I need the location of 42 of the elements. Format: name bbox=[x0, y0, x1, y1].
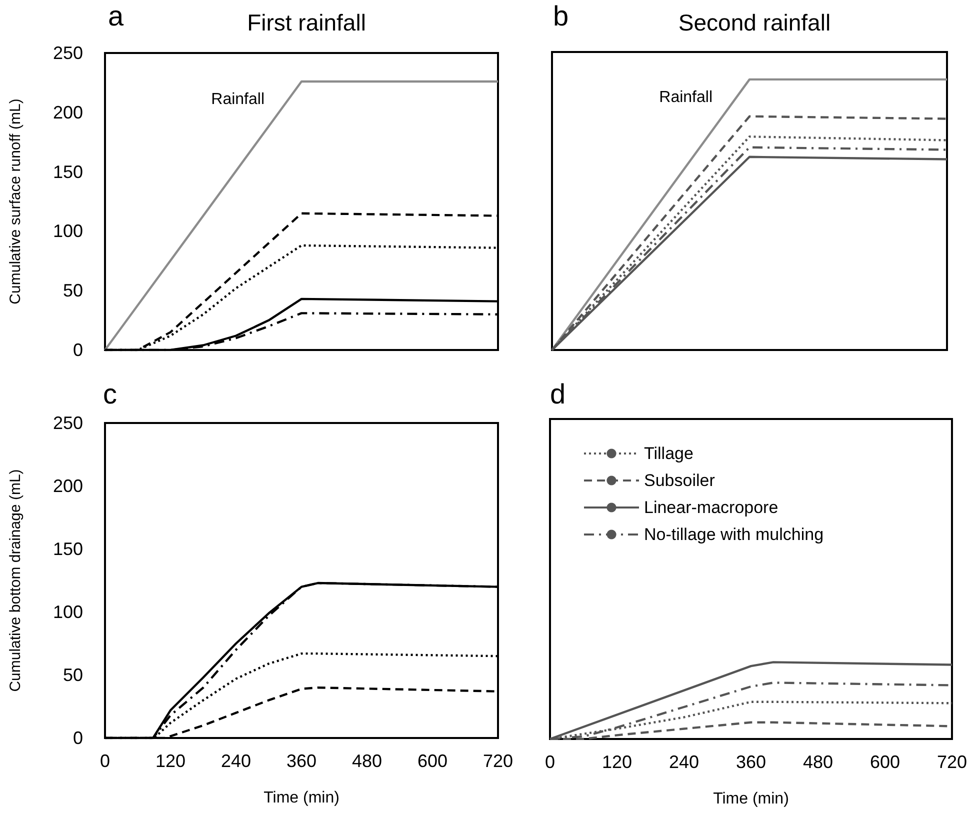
y-tick-label: 150 bbox=[52, 162, 83, 182]
legend-label: Subsoiler bbox=[644, 471, 716, 490]
text: c bbox=[103, 378, 117, 410]
text: d bbox=[550, 378, 566, 410]
x-axis-title: Time (min) bbox=[713, 790, 789, 808]
y-tick-label: 200 bbox=[52, 102, 83, 122]
y-tick-label: 250 bbox=[52, 413, 83, 433]
x-tick-label: 720 bbox=[936, 752, 968, 772]
x-tick-label: 0 bbox=[100, 751, 110, 771]
y-tick-label: 50 bbox=[62, 665, 83, 685]
x-tick-label: 480 bbox=[352, 751, 382, 771]
chart-title: Second rainfall bbox=[678, 10, 831, 36]
y-tick-label: 250 bbox=[52, 43, 83, 63]
x-tick-label: 0 bbox=[544, 752, 556, 772]
text: b bbox=[553, 0, 569, 32]
y-tick-label: 100 bbox=[52, 221, 83, 242]
x-tick-label: 720 bbox=[482, 751, 514, 771]
x-tick-label: 600 bbox=[417, 751, 448, 771]
y-tick-label: 100 bbox=[52, 602, 83, 622]
series-label: Rainfall bbox=[659, 88, 712, 106]
legend-label: Linear-macropore bbox=[644, 498, 778, 517]
y-axis-title: Cumulative surface runoff (mL) bbox=[7, 98, 24, 304]
x-tick-label: 480 bbox=[802, 752, 834, 772]
text: a bbox=[108, 0, 124, 32]
x-tick-label: 360 bbox=[736, 752, 766, 772]
legend-label: Tillage bbox=[644, 444, 694, 463]
x-tick-label: 600 bbox=[870, 752, 900, 772]
x-tick-label: 360 bbox=[286, 751, 317, 771]
y-tick-label: 0 bbox=[72, 728, 83, 748]
series-label: Rainfall bbox=[211, 91, 264, 108]
x-tick-label: 120 bbox=[602, 752, 632, 772]
x-tick-label: 240 bbox=[668, 752, 700, 772]
y-tick-label: 50 bbox=[62, 280, 83, 301]
y-axis-title: Cumulative bottom drainage (mL) bbox=[7, 469, 24, 692]
x-tick-label: 120 bbox=[155, 751, 186, 771]
x-tick-label: 240 bbox=[220, 751, 252, 771]
y-tick-label: 0 bbox=[72, 340, 83, 360]
legend-label: No-tillage with mulching bbox=[644, 525, 824, 544]
chart-title: First rainfall bbox=[247, 10, 366, 36]
y-tick-label: 150 bbox=[52, 539, 83, 559]
x-axis-title: Time (min) bbox=[264, 790, 340, 806]
y-tick-label: 200 bbox=[52, 476, 83, 496]
